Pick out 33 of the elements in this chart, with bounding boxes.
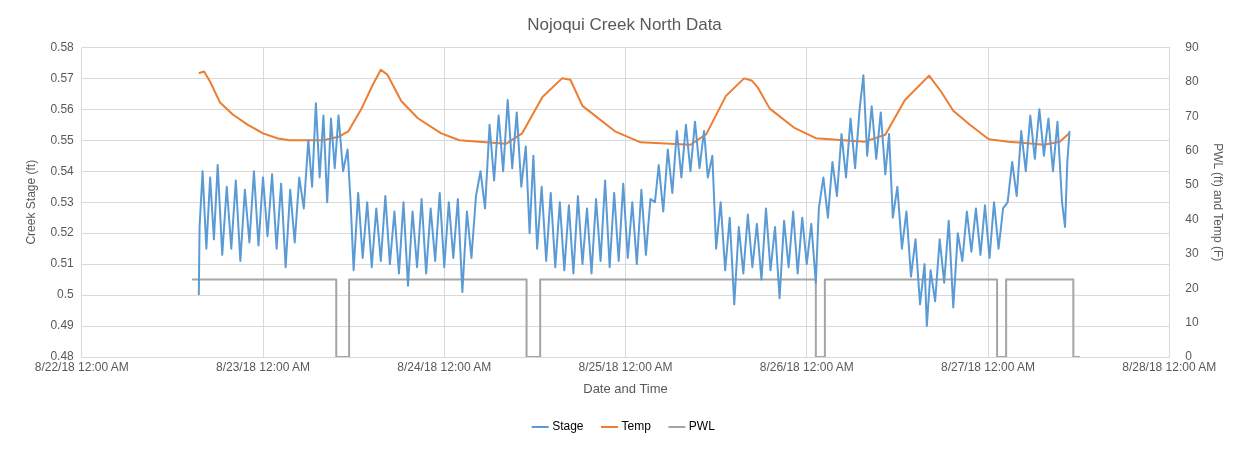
x-tick-label: 8/27/18 12:00 AM (940, 359, 1036, 374)
chart-title: Nojoqui Creek North Data (527, 14, 723, 34)
x-tick-label: 8/24/18 12:00 AM (397, 359, 492, 374)
legend-label: PWL (688, 419, 716, 434)
y-tick-label: 0.54 (50, 163, 75, 178)
x-tick-label: 8/26/18 12:00 AM (759, 359, 854, 374)
y-tick-label: 0.55 (50, 132, 75, 147)
y-axis-title: Creek Stage (ft) (23, 159, 38, 245)
y-tick-label: 0.5 (57, 287, 75, 302)
x-tick-label: 8/25/18 12:00 AM (578, 359, 673, 374)
y2-tick-label: 10 (1185, 314, 1199, 329)
x-axis-title: Date and Time (583, 380, 668, 396)
y-tick-label: 0.53 (50, 194, 75, 209)
x-tick-label: 8/23/18 12:00 AM (215, 359, 311, 374)
y2-tick-label: 90 (1185, 39, 1199, 54)
y2-tick-label: 60 (1185, 142, 1199, 157)
y2-tick-label: 30 (1185, 246, 1199, 261)
y2-tick-label: 40 (1185, 211, 1199, 226)
y-tick-label: 0.49 (50, 318, 75, 333)
y-tick-label: 0.56 (50, 101, 75, 116)
x-tick-label: 8/22/18 12:00 AM (34, 359, 129, 374)
x-tick-label: 8/28/18 12:00 AM (1122, 359, 1217, 374)
y2-axis-title: PWL (ft) and Temp (F) (1211, 143, 1226, 262)
legend-label: Stage (552, 419, 584, 434)
legend-label: Temp (621, 419, 652, 434)
y2-tick-label: 50 (1185, 177, 1199, 192)
y-tick-label: 0.51 (50, 256, 75, 271)
y2-tick-label: 70 (1185, 108, 1199, 123)
y-tick-label: 0.52 (50, 225, 75, 240)
y2-tick-label: 80 (1185, 74, 1199, 89)
y-tick-label: 0.57 (50, 70, 75, 85)
y-tick-label: 0.58 (50, 39, 75, 54)
y2-tick-label: 20 (1185, 280, 1199, 295)
